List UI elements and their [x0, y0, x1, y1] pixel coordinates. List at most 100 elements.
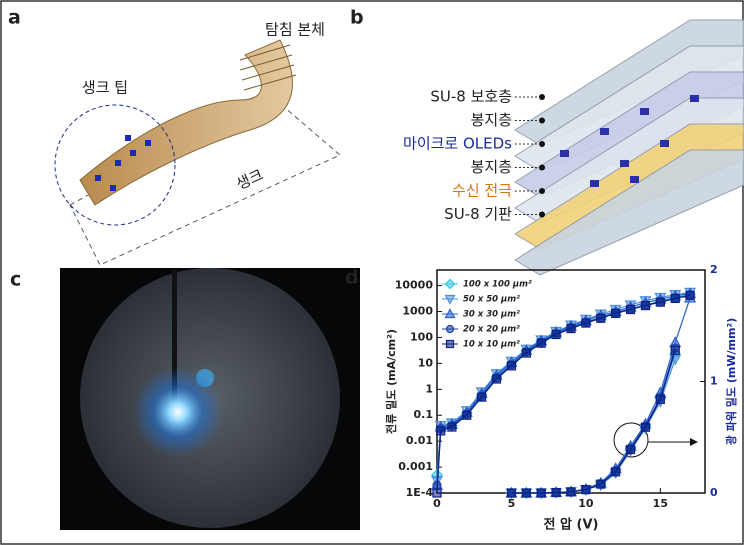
y-tick-label: 1000 [402, 305, 433, 318]
x-tick-label: 0 [433, 497, 441, 510]
marker [611, 308, 621, 318]
marker [536, 338, 546, 348]
marker [521, 348, 531, 358]
marker [625, 304, 636, 315]
y-tick-label: 0.001 [398, 460, 433, 473]
y2-tick-label: 2 [710, 263, 718, 276]
oled-glow [133, 367, 223, 457]
oled [640, 108, 649, 115]
y-tick-label: 1E-4 [406, 486, 434, 499]
x-axis-label: 전 압 (V) [544, 517, 599, 533]
panel-label: a [8, 7, 21, 29]
marker [551, 487, 561, 498]
marker [640, 300, 651, 311]
y-tick-label: 10000 [395, 279, 434, 292]
marker [477, 392, 487, 402]
legend-marker [444, 294, 456, 305]
y-tick-label: 1 [425, 382, 433, 395]
layer-label: 마이크로 OLEDs [403, 135, 512, 153]
layer-label: SU-8 기판 [444, 205, 512, 223]
layer-label: 수신 전극 [452, 182, 512, 200]
shank-tip-label: 생크 팁 [82, 79, 128, 97]
x-tick-label: 10 [578, 497, 594, 510]
leader-dot [539, 211, 545, 218]
y2-tick-label: 1 [710, 375, 718, 388]
marker [611, 467, 621, 477]
annotation-arrowhead [690, 438, 698, 446]
probe-lines [239, 44, 297, 91]
layer-label: 봉지층 [471, 111, 512, 129]
marker [670, 345, 680, 355]
y2-axis-label: 광 파워 밀도 (mW/mm²) [724, 318, 738, 446]
x-tick-label: 15 [653, 497, 668, 510]
marker [670, 293, 680, 304]
series-line [511, 353, 676, 494]
shank-outline [69, 94, 341, 266]
x-tick-label: 5 [508, 497, 516, 510]
series-line [511, 350, 676, 494]
legend-label: 20 x 20 μm² [463, 325, 520, 335]
legend-marker [445, 339, 455, 349]
marker [685, 290, 695, 300]
marker [581, 485, 591, 495]
oled-dots [95, 135, 151, 191]
marker [506, 488, 517, 498]
marker [551, 329, 561, 340]
marker [625, 444, 636, 455]
marker [596, 313, 606, 323]
legend-label: 100 x 100 μm² [463, 280, 532, 290]
y2-tick-label: 0 [710, 486, 718, 499]
marker [432, 488, 442, 498]
probe [79, 39, 293, 206]
oled [560, 150, 569, 157]
leader-dot [539, 188, 545, 194]
oled [660, 140, 669, 147]
y-tick-label: 100 [410, 330, 433, 343]
marker [491, 374, 502, 384]
marker [581, 318, 591, 328]
panel-a: a 탐침 본체 생크 팁 생크 [8, 7, 341, 266]
shank-label: 생크 [233, 166, 266, 194]
layer-sheet [514, 149, 744, 276]
legend-label: 30 x 30 μm² [463, 310, 520, 320]
marker [521, 488, 531, 498]
panel-label: b [350, 7, 364, 29]
leader-dot [539, 117, 545, 124]
series-line [436, 294, 691, 475]
marker [462, 410, 472, 420]
legend-label: 50 x 50 μm² [463, 295, 520, 305]
marker [655, 297, 665, 307]
panel-label: d [345, 267, 359, 289]
panel-c: c [10, 268, 360, 530]
layer-label: 봉지층 [471, 158, 512, 176]
series-line [436, 292, 691, 486]
marker [566, 487, 576, 497]
needle [172, 270, 177, 410]
marker [655, 394, 665, 404]
probe-body-label: 탐침 본체 [265, 21, 325, 39]
legend-marker [445, 324, 455, 334]
tip-circle [54, 104, 176, 226]
marker [447, 422, 457, 432]
marker [566, 323, 576, 334]
series-line [436, 291, 691, 481]
layer-label: SU-8 보호층 [430, 88, 512, 106]
leader-dot [539, 141, 545, 147]
leader-dot [539, 94, 545, 100]
leader-dot [539, 164, 545, 171]
y-tick-label: 0.01 [406, 434, 433, 447]
legend-label: 10 x 10 μm² [463, 340, 520, 350]
marker [596, 479, 606, 489]
oled [600, 128, 609, 135]
marker [506, 361, 517, 371]
legend-marker [444, 278, 456, 290]
series-line [511, 347, 676, 494]
marker [640, 422, 651, 432]
oled [620, 160, 629, 167]
y-tick-label: 10 [418, 356, 434, 369]
oled [590, 180, 599, 187]
y-tick-label: 0.1 [414, 408, 434, 421]
